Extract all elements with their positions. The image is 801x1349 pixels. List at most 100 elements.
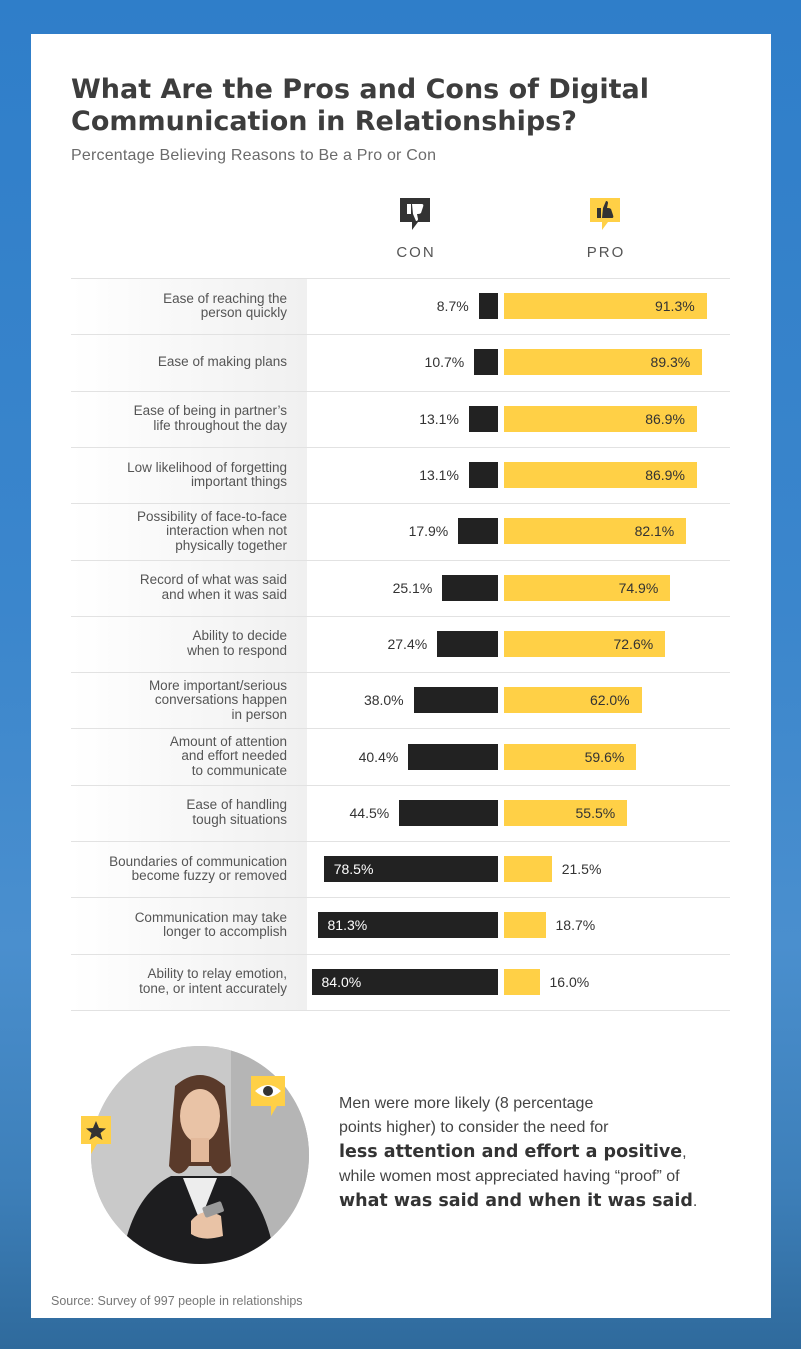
category-label-line: Amount of attention [169, 733, 287, 749]
pro-bar [504, 574, 671, 601]
infographic-card: What Are the Pros and Cons of Digital Co… [31, 34, 771, 1318]
pro-value-label: 59.6% [584, 748, 625, 765]
con-bar [399, 799, 498, 826]
pro-bar [504, 462, 697, 489]
category-label-line: Ability to relay emotion, [147, 966, 287, 982]
con-value-label: 17.9% [408, 523, 449, 540]
category-label-line: conversations happen [154, 692, 287, 707]
category-label-line: Record of what was said [139, 572, 287, 588]
con-bar [437, 630, 498, 657]
row-divider [71, 560, 730, 561]
thumbs-up-icon [590, 198, 620, 230]
con-value-label: 27.4% [387, 635, 428, 652]
category-label-line: life throughout the day [153, 417, 287, 433]
category-label-line: longer to accomplish [163, 924, 287, 940]
con-bar [468, 405, 498, 432]
row-divider [71, 897, 730, 898]
pro-bar [504, 968, 540, 995]
category-label-line: physically together [175, 537, 287, 553]
category-label-line: Boundaries of communication [109, 853, 287, 869]
row-divider [71, 1010, 730, 1011]
con-value-label: 13.1% [419, 410, 459, 427]
con-bar [413, 687, 498, 714]
pro-bar [504, 349, 703, 376]
callout-bold-2: what was said and when it was said [339, 1191, 693, 1211]
source-note: Source: Survey of 997 people in relation… [51, 1294, 303, 1308]
row-divider [71, 391, 730, 392]
category-label-line: Ease of handling [186, 797, 287, 813]
category-label: Communication may take longer to accompli… [71, 909, 287, 940]
con-value-label: 40.4% [358, 748, 399, 765]
category-label-line: Communication may take [134, 909, 287, 925]
callout-line-2: points higher) to consider the need for [339, 1119, 609, 1136]
category-label-line: Ease of being in partner’s [133, 403, 287, 419]
eye-icon [251, 1076, 285, 1116]
star-icon [81, 1116, 111, 1154]
con-bar [317, 912, 498, 939]
con-bar [323, 856, 498, 883]
row-divider [71, 503, 730, 504]
category-label-line: tone, or intent accurately [139, 980, 287, 996]
con-bar [311, 968, 498, 995]
con-bar [442, 574, 498, 601]
pro-label: PRO [586, 244, 626, 261]
con-value-label: 84.0% [321, 973, 362, 990]
pro-value-label: 91.3% [654, 298, 695, 315]
category-label-line: Ease of making plans [157, 354, 287, 370]
row-divider [71, 728, 730, 729]
pro-value-label: 21.5% [561, 861, 602, 878]
row-divider [71, 954, 730, 955]
pro-value-label: 89.3% [650, 354, 691, 371]
category-band [71, 278, 307, 1010]
pro-value-label: 62.0% [589, 692, 630, 709]
category-label: Ability to decide when to respond [71, 629, 287, 658]
pro-bar [504, 799, 628, 826]
pro-value-label: 16.0% [549, 973, 590, 990]
con-value-label: 44.5% [349, 804, 390, 821]
con-value-label: 78.5% [333, 861, 374, 878]
con-header: CON [376, 194, 456, 261]
category-label-line: and effort needed [181, 748, 287, 764]
pro-bar [504, 687, 642, 714]
con-value-label: 25.1% [392, 579, 433, 596]
category-label-line: when to respond [187, 642, 287, 658]
category-label: Low likelihood of forgetting important th… [71, 460, 287, 490]
row-divider [71, 278, 730, 279]
category-label-line: in person [231, 706, 287, 722]
callout-line-3: , [682, 1144, 687, 1161]
category-label-line: Ability to decide [192, 628, 287, 644]
chart-subtitle: Percentage Believing Reasons to Be a Pro… [71, 147, 437, 164]
callout-bold-1: less attention and effort a positive [339, 1142, 683, 1162]
con-bar [458, 518, 498, 545]
con-value-label: 38.0% [363, 692, 404, 709]
pro-value-label: 18.7% [555, 917, 596, 934]
con-value-label: 8.7% [436, 298, 469, 315]
con-label: CON [396, 244, 436, 261]
row-divider [71, 841, 730, 842]
category-label: Possibility of face-to-face interaction w… [71, 509, 287, 554]
pro-bar [504, 630, 666, 657]
pro-value-label: 72.6% [613, 635, 654, 652]
pro-bar [504, 743, 637, 770]
category-label-line: to communicate [191, 762, 287, 778]
pro-bar [504, 912, 546, 939]
con-bar [478, 293, 498, 320]
pro-bar [504, 856, 552, 883]
con-value-label: 81.3% [327, 917, 368, 934]
category-label-line: interaction when not [166, 523, 287, 539]
callout-line-5: . [692, 1193, 698, 1210]
con-value-label: 10.7% [424, 354, 465, 371]
callout-line-4: while women most appreciated having “pro… [339, 1168, 680, 1185]
row-divider [71, 447, 730, 448]
category-label-line: become fuzzy or removed [131, 868, 287, 884]
callout-text: Men were more likely (8 percentage point… [339, 1092, 739, 1214]
thumbs-down-icon [400, 198, 430, 230]
con-bar [408, 743, 498, 770]
row-divider [71, 334, 730, 335]
category-label-line: important things [190, 474, 287, 490]
category-label: Amount of attention and effort needed to c… [71, 733, 287, 779]
category-label: Ease of handling tough situations [71, 798, 287, 827]
pro-bar [504, 518, 687, 545]
category-label: Ease of making plans [71, 354, 287, 370]
pro-header: PRO [566, 194, 646, 261]
